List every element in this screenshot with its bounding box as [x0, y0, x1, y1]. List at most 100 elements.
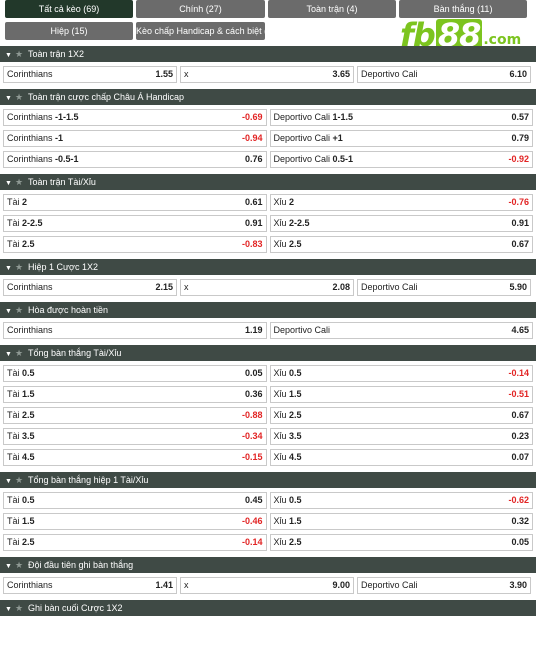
tab-goals[interactable]: Bàn thắng (11): [399, 0, 527, 18]
odds-button[interactable]: Deportivo Cali 6.10: [357, 66, 531, 83]
odds-button[interactable]: Xỉu 0.5 -0.14: [269, 365, 533, 382]
odds-button[interactable]: Corinthians 1.41: [3, 577, 177, 594]
tab-handicap-margin[interactable]: Kèo chấp Handicap & cách biệt (3): [136, 22, 265, 40]
market-section-header[interactable]: ▼ ★ Ghi bàn cuối Cược 1X2: [0, 600, 536, 616]
odds-button[interactable]: Corinthians 2.15: [3, 279, 177, 296]
odds-value: 6.10: [509, 69, 527, 79]
odds-row: Tài 1.5 -0.46 Xỉu 1.5 0.32: [0, 513, 536, 530]
odds-value: 1.41: [155, 580, 173, 590]
selection-label: Corinthians -1-1.5: [7, 110, 79, 125]
favorite-star-icon[interactable]: ★: [14, 305, 24, 315]
odds-button[interactable]: Deportivo Cali 5.90: [357, 279, 531, 296]
collapse-caret-icon[interactable]: ▼: [5, 478, 12, 485]
favorite-star-icon[interactable]: ★: [14, 262, 24, 272]
odds-button[interactable]: Tài 1.5 0.36: [3, 386, 267, 403]
collapse-caret-icon[interactable]: ▼: [5, 308, 12, 315]
odds-button[interactable]: Corinthians -1 -0.94: [3, 130, 267, 147]
odds-button[interactable]: Xỉu 2.5 0.67: [269, 236, 533, 253]
selection-label: Xỉu 1.5: [274, 514, 302, 529]
odds-button[interactable]: Xỉu 1.5 -0.51: [269, 386, 533, 403]
odds-button[interactable]: Tài 1.5 -0.46: [3, 513, 267, 530]
odds-button[interactable]: Tài 2.5 -0.88: [3, 407, 267, 424]
odds-button[interactable]: Xỉu 2.5 0.67: [269, 407, 533, 424]
odds-value: 2.08: [332, 282, 350, 292]
odds-button[interactable]: Corinthians -0.5-1 0.76: [3, 151, 267, 168]
odds-button[interactable]: Xỉu 3.5 0.23: [269, 428, 533, 445]
selection-line: 0.5: [22, 368, 35, 378]
odds-button[interactable]: Tài 2.5 -0.83: [3, 236, 267, 253]
odds-button[interactable]: Xỉu 2 -0.76: [269, 194, 533, 211]
odds-button[interactable]: Xỉu 4.5 0.07: [269, 449, 533, 466]
odds-row: Corinthians -1 -0.94 Deportivo Cali +1 0.79: [0, 130, 536, 147]
odds-value: 0.79: [511, 133, 529, 143]
market-section-header[interactable]: ▼ ★ Hiệp 1 Cược 1X2: [0, 259, 536, 275]
odds-button[interactable]: Xỉu 2-2.5 0.91: [269, 215, 533, 232]
odds-button[interactable]: Xỉu 2.5 0.05: [269, 534, 533, 551]
selection-name: Deportivo Cali: [273, 133, 331, 143]
collapse-caret-icon[interactable]: ▼: [5, 52, 12, 59]
odds-row: Tài 2 0.61 Xỉu 2 -0.76: [0, 194, 536, 211]
odds-button[interactable]: x 3.65: [180, 66, 354, 83]
market-title: Hiệp 1 Cược 1X2: [28, 262, 98, 272]
odds-button[interactable]: Corinthians 1.55: [3, 66, 177, 83]
odds-button[interactable]: Deportivo Cali 3.90: [357, 577, 531, 594]
odds-value: 0.57: [511, 112, 529, 122]
selection-label: Deportivo Cali 0.5-1: [274, 152, 354, 167]
selection-label: Tài 0.5: [7, 366, 35, 381]
market-section-header[interactable]: ▼ ★ Toàn trận Tài/Xỉu: [0, 174, 536, 190]
odds-button[interactable]: Corinthians -1-1.5 -0.69: [3, 109, 267, 126]
odds-button[interactable]: Corinthians 1.19: [3, 322, 267, 339]
favorite-star-icon[interactable]: ★: [14, 603, 24, 613]
odds-button[interactable]: x 2.08: [180, 279, 354, 296]
selection-label: Tài 2: [7, 195, 27, 210]
odds-button[interactable]: Tài 0.5 0.05: [3, 365, 267, 382]
favorite-star-icon[interactable]: ★: [14, 49, 24, 59]
odds-button[interactable]: Tài 2 0.61: [3, 194, 267, 211]
tab-halves[interactable]: Hiệp (15): [5, 22, 133, 40]
odds-button[interactable]: Tài 3.5 -0.34: [3, 428, 267, 445]
odds-row: Corinthians 1.19 Deportivo Cali 4.65: [0, 322, 536, 339]
collapse-caret-icon[interactable]: ▼: [5, 95, 12, 102]
market-section-header[interactable]: ▼ ★ Hòa được hoàn tiền: [0, 302, 536, 318]
collapse-caret-icon[interactable]: ▼: [5, 180, 12, 187]
selection-label: Corinthians -1: [7, 131, 63, 146]
favorite-star-icon[interactable]: ★: [14, 92, 24, 102]
selection-line: 4.5: [289, 452, 302, 462]
tab-all-markets[interactable]: Tất cả kèo (69): [5, 0, 133, 18]
odds-button[interactable]: Tài 4.5 -0.15: [3, 449, 267, 466]
odds-button[interactable]: Deportivo Cali 1-1.5 0.57: [269, 109, 533, 126]
market-section-header[interactable]: ▼ ★ Đội đầu tiên ghi bàn thắng: [0, 557, 536, 573]
selection-label: Deportivo Cali: [361, 578, 418, 593]
collapse-caret-icon[interactable]: ▼: [5, 606, 12, 613]
selection-line: 3.5: [289, 431, 302, 441]
odds-button[interactable]: Xỉu 0.5 -0.62: [269, 492, 533, 509]
market-title: Toàn trận cược chấp Châu Á Handicap: [28, 92, 185, 102]
market-section-header[interactable]: ▼ ★ Tổng bàn thắng Tài/Xỉu: [0, 345, 536, 361]
market-section-header[interactable]: ▼ ★ Toàn trận cược chấp Châu Á Handicap: [0, 89, 536, 105]
odds-button[interactable]: Tài 0.5 0.45: [3, 492, 267, 509]
market-section-header[interactable]: ▼ ★ Toàn trận 1X2: [0, 46, 536, 62]
odds-button[interactable]: Xỉu 1.5 0.32: [269, 513, 533, 530]
favorite-star-icon[interactable]: ★: [14, 348, 24, 358]
tab-full-time[interactable]: Toàn trận (4): [268, 0, 396, 18]
odds-button[interactable]: Deportivo Cali +1 0.79: [269, 130, 533, 147]
odds-button[interactable]: Deportivo Cali 0.5-1 -0.92: [269, 151, 533, 168]
tab-main[interactable]: Chính (27): [136, 0, 265, 18]
odds-button[interactable]: x 9.00: [180, 577, 354, 594]
odds-value: 1.55: [155, 69, 173, 79]
odds-button[interactable]: Tài 2-2.5 0.91: [3, 215, 267, 232]
market-section-header[interactable]: ▼ ★ Tổng bàn thắng hiệp 1 Tài/Xỉu: [0, 472, 536, 488]
collapse-caret-icon[interactable]: ▼: [5, 351, 12, 358]
odds-value: 0.91: [244, 218, 263, 228]
favorite-star-icon[interactable]: ★: [14, 177, 24, 187]
odds-button[interactable]: Deportivo Cali 4.65: [269, 322, 533, 339]
collapse-caret-icon[interactable]: ▼: [5, 563, 12, 570]
selection-label: Corinthians: [7, 67, 53, 82]
collapse-caret-icon[interactable]: ▼: [5, 265, 12, 272]
odds-button[interactable]: Tài 2.5 -0.14: [3, 534, 267, 551]
favorite-star-icon[interactable]: ★: [14, 475, 24, 485]
favorite-star-icon[interactable]: ★: [14, 560, 24, 570]
odds-row: Corinthians -1-1.5 -0.69 Deportivo Cali 1-…: [0, 109, 536, 126]
odds-value: -0.46: [241, 516, 263, 526]
odds-row: Corinthians 2.15 x 2.08 Deportivo Cali 5.90: [0, 279, 536, 296]
